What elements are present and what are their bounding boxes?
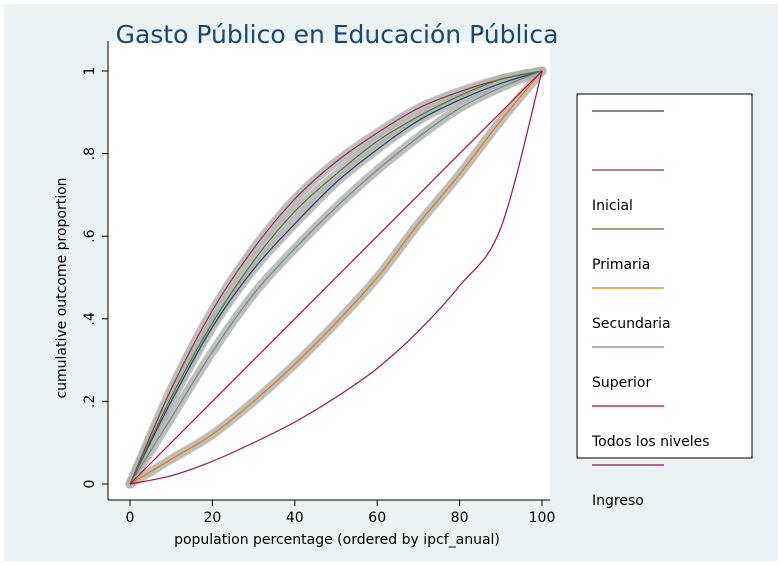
y-tick-label-2: .4 — [82, 312, 98, 325]
legend-label-todos-los-niveles: Todos los niveles — [591, 434, 710, 450]
y-axis-title: cumulative outcome proportion — [54, 177, 70, 398]
y-tick-label-5: 1 — [82, 67, 98, 76]
x-tick-label-80: 80 — [451, 510, 469, 526]
legend-label-primaria: Primaria — [592, 257, 650, 273]
x-tick-label-100: 100 — [529, 510, 556, 526]
y-tick-label-0: 0 — [82, 480, 98, 489]
lorenz-chart: Gasto Público en Educación Pública 0 20 40… — [54, 20, 753, 548]
legend: Inicial Primaria Secundaria Superior Todos l… — [576, 93, 753, 509]
y-tick-label-4: .8 — [82, 147, 98, 160]
x-axis-title: population percentage (ordered by ipcf_a… — [174, 532, 500, 548]
series-line-7-ingreso — [129, 70, 543, 485]
legend-label-secundaria: Secundaria — [592, 316, 671, 332]
legend-label-inicial: Inicial — [592, 198, 633, 214]
plot-area — [108, 41, 550, 500]
series-line-6-todos-los-niveles — [129, 70, 543, 485]
y-tick-label-3: .6 — [82, 229, 98, 242]
legend-box — [576, 93, 753, 459]
series-line-4-secundaria — [129, 70, 543, 485]
series-line-3-primaria — [129, 70, 543, 485]
series-line-5-superior — [129, 70, 543, 485]
x-tick-label-40: 40 — [286, 510, 304, 526]
series-line-1-unnamed — [129, 70, 543, 485]
chart-frame: Gasto Público en Educación Pública 0 20 40… — [4, 4, 778, 561]
x-tick-label-0: 0 — [126, 510, 135, 526]
legend-label-superior: Superior — [592, 375, 651, 391]
series-line-2-inicial — [129, 70, 543, 485]
legend-label-ingreso: Ingreso — [592, 493, 644, 509]
x-tick-label-20: 20 — [203, 510, 221, 526]
y-tick-label-1: .2 — [82, 395, 98, 408]
chart-title: Gasto Público en Educación Pública — [116, 20, 559, 49]
x-tick-label-60: 60 — [368, 510, 386, 526]
